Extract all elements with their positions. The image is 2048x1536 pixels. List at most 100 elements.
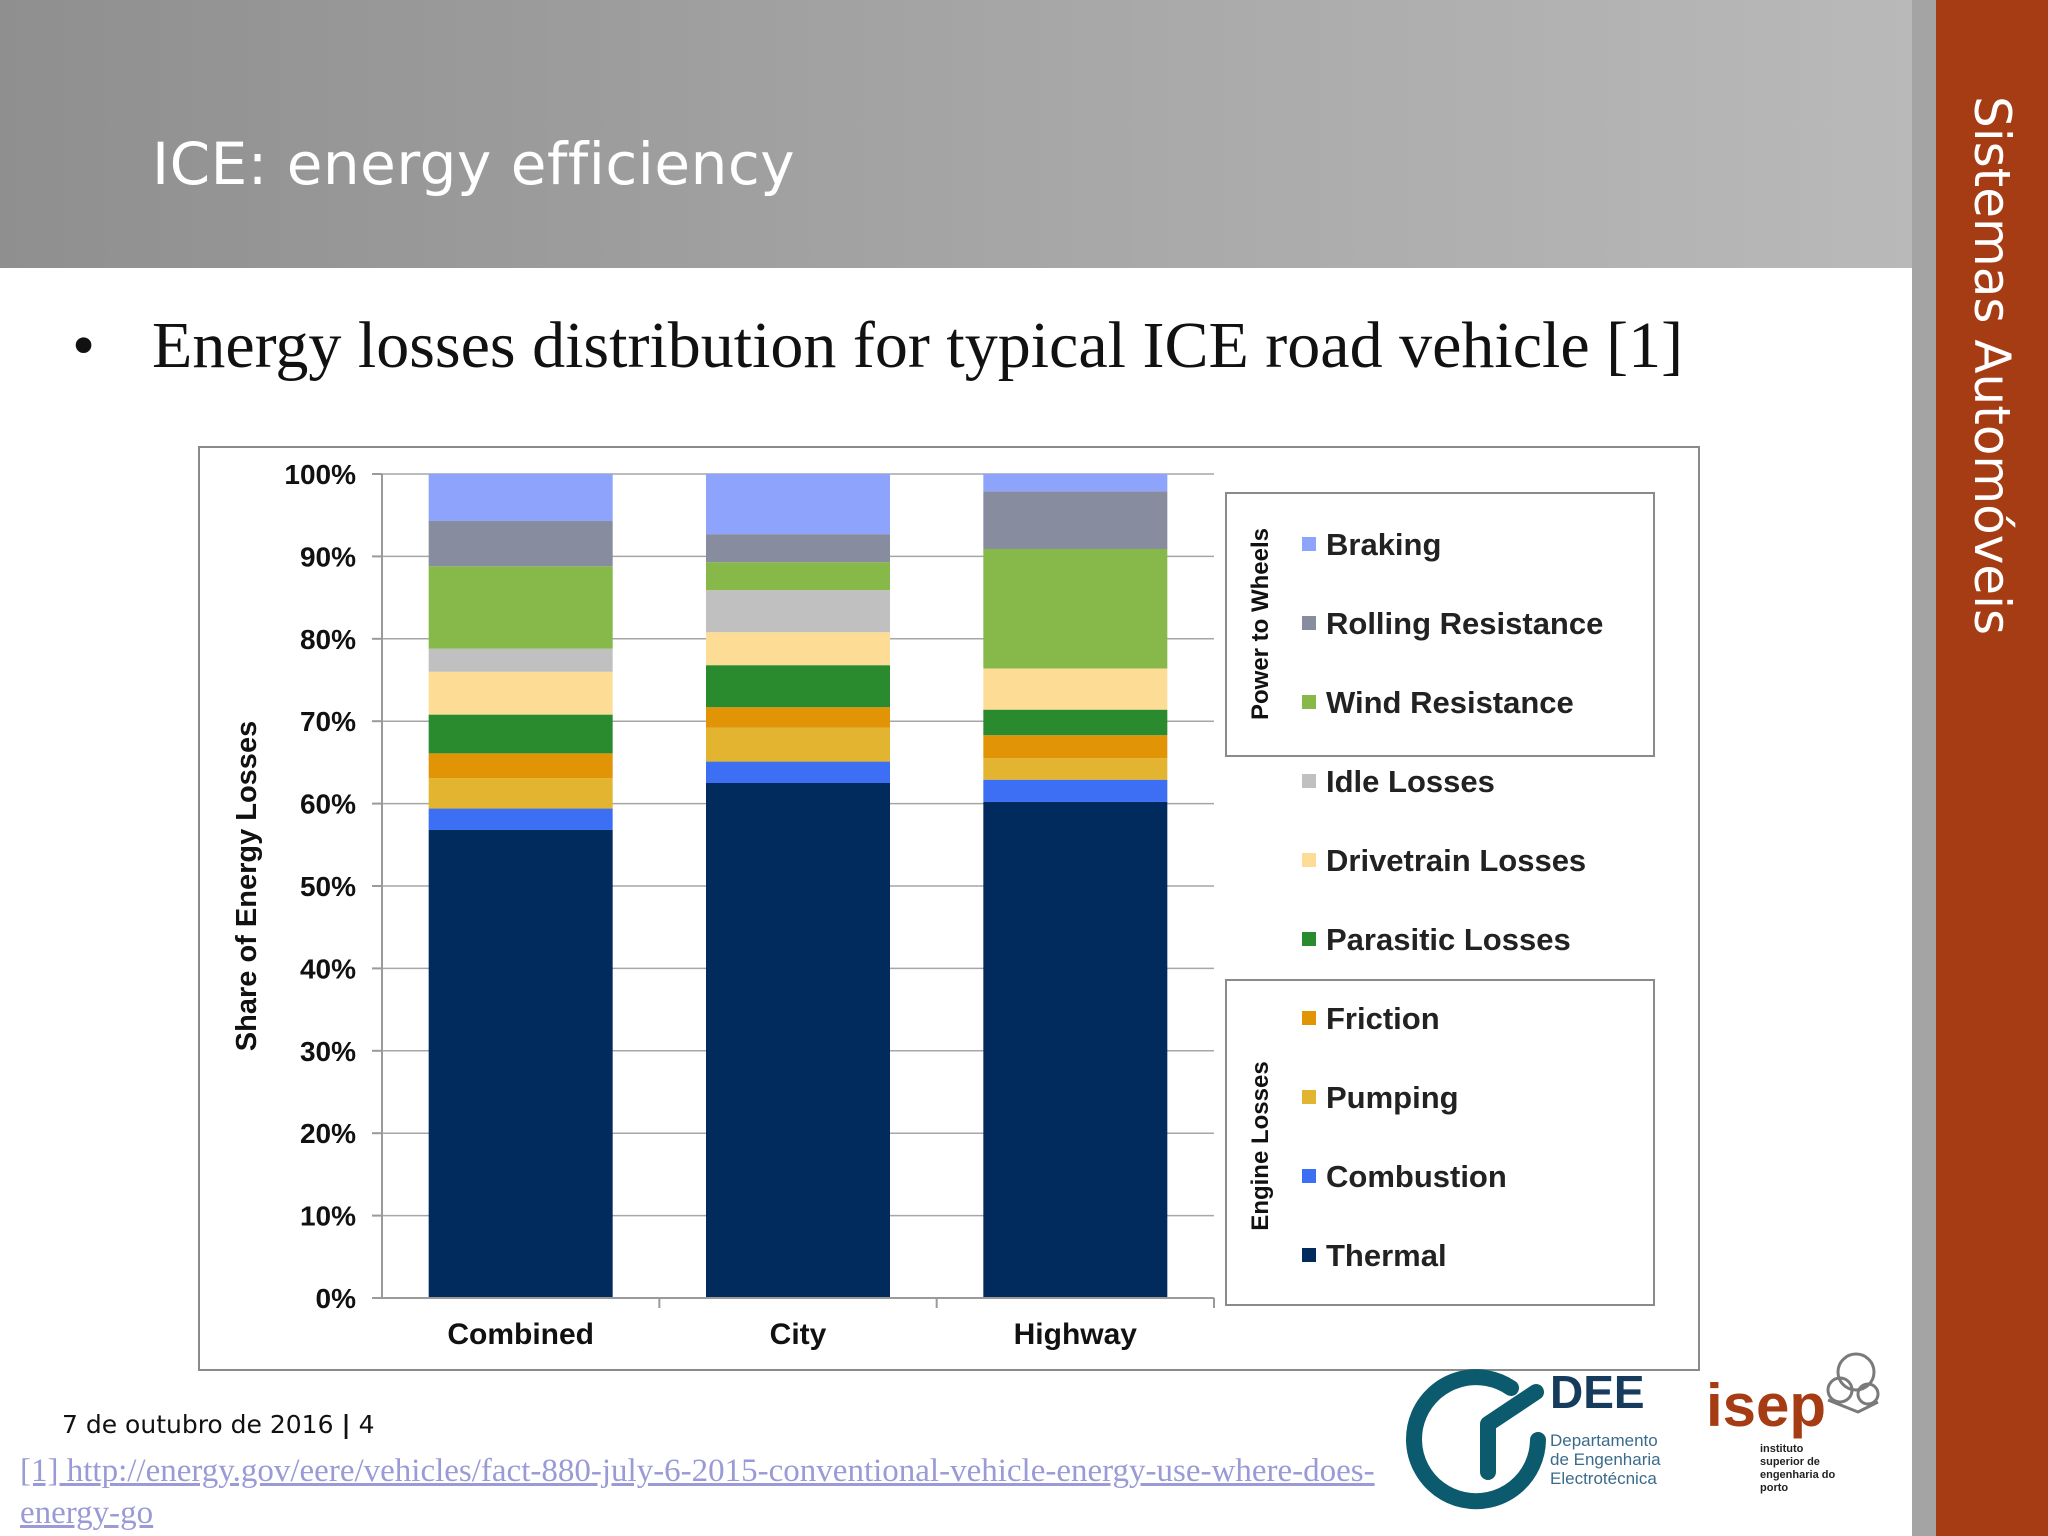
isep-name: isep <box>1706 1372 1826 1439</box>
slide-header: ICE: energy efficiency <box>0 0 1912 268</box>
bar-highway-combustion <box>983 779 1168 802</box>
legend-group-label-power: Power to Wheels <box>1247 528 1274 720</box>
isep-line-3: engenharia do <box>1760 1469 1835 1481</box>
bar-combined-pumping <box>428 778 613 809</box>
isep-line-1: instituto <box>1760 1443 1804 1455</box>
legend-group-box-power <box>1225 492 1655 757</box>
legend-label-pumping: Pumping <box>1326 1080 1459 1115</box>
legend-swatch-drivetrain-losses <box>1302 853 1316 867</box>
legend-swatch-rolling-resistance <box>1302 616 1316 630</box>
reference-link[interactable]: [1] http://energy.gov/eere/vehicles/fact… <box>20 1453 1375 1531</box>
page-number: 4 <box>358 1410 375 1439</box>
bar-city-rolling-resistance <box>706 534 890 563</box>
bar-city-pumping <box>706 727 890 762</box>
slide-title: ICE: energy efficiency <box>152 130 796 198</box>
legend-label-idle-losses: Idle Losses <box>1326 764 1495 799</box>
bullet-text: Energy losses distribution for typical I… <box>152 309 1684 382</box>
bar-highway-rolling-resistance <box>983 491 1168 549</box>
y-tick-label: 80% <box>300 624 356 655</box>
legend-items: Braking Rolling Resistance Wind Resistance… <box>1302 527 1603 1273</box>
logos: DEE Departamento de Engenharia Electroté… <box>1388 1340 1908 1530</box>
bar-city-idle-losses <box>706 590 890 633</box>
legend-swatch-wind-resistance <box>1302 695 1316 709</box>
energy-losses-chart: 0% 10% 20% 30% 40% 50% 60% 70% 80% 90% 100% Combin… <box>198 446 1700 1371</box>
legend-label-braking: Braking <box>1326 527 1441 562</box>
legend-swatch-idle-losses <box>1302 774 1316 788</box>
bar-combined-drivetrain-losses <box>428 671 613 715</box>
x-tick-labels: Combined City Highway <box>447 1298 1215 1351</box>
y-tick-label: 70% <box>300 706 356 737</box>
y-axis-label: Share of Energy Losses <box>231 721 263 1051</box>
y-tick-label: 100% <box>284 459 356 490</box>
bar-city-thermal <box>706 783 890 1298</box>
x-tick-label-city: City <box>770 1318 827 1351</box>
legend-swatch-friction <box>1302 1011 1316 1025</box>
x-tick-label-highway: Highway <box>1014 1318 1138 1351</box>
footer-date: 7 de outubro de 2016 <box>62 1410 334 1439</box>
legend-group-label-engine: Engine Losses <box>1247 1061 1274 1230</box>
y-tick-label: 90% <box>300 541 356 572</box>
y-tick-label: 20% <box>300 1118 356 1149</box>
footer-separator: | <box>341 1410 351 1439</box>
legend-label-wind-resistance: Wind Resistance <box>1326 685 1574 720</box>
y-tick-label: 30% <box>300 1036 356 1067</box>
isep-line-4: porto <box>1760 1482 1788 1494</box>
legend-label-rolling-resistance: Rolling Resistance <box>1326 606 1603 641</box>
bar-combined-wind-resistance <box>428 566 613 649</box>
bar-combined-braking <box>428 474 613 521</box>
y-tick-label: 40% <box>300 953 356 984</box>
bar-combined-friction <box>428 753 613 779</box>
bar-highway-friction <box>983 735 1168 759</box>
dee-logo-icon <box>1406 1369 1546 1510</box>
bar-highway-parasitic-losses <box>983 709 1168 736</box>
dee-name: DEE <box>1550 1366 1645 1418</box>
chart-frame <box>198 446 1700 1371</box>
bar-combined-parasitic-losses <box>428 714 613 754</box>
isep-mascot-icon <box>1826 1352 1880 1414</box>
bar-combined-thermal <box>428 829 613 1298</box>
legend-label-parasitic-losses: Parasitic Losses <box>1326 922 1571 957</box>
y-tick-label: 0% <box>316 1283 357 1314</box>
legend-group-box-engine <box>1225 979 1655 1306</box>
legend: Power to Wheels Engine Losses Braking Rol… <box>1225 492 1655 1306</box>
legend-label-friction: Friction <box>1326 1001 1440 1036</box>
isep-line-2: superior de <box>1760 1456 1820 1468</box>
legend-label-combustion: Combustion <box>1326 1159 1507 1194</box>
legend-swatch-braking <box>1302 537 1316 551</box>
y-tick-label: 60% <box>300 789 356 820</box>
side-divider <box>1912 0 1936 1536</box>
bar-highway-wind-resistance <box>983 548 1168 669</box>
legend-label-thermal: Thermal <box>1326 1238 1447 1273</box>
bar-highway-drivetrain-losses <box>983 668 1168 710</box>
bar-city-combustion <box>706 761 890 783</box>
y-tick-label: 50% <box>300 871 356 902</box>
legend-swatch-combustion <box>1302 1169 1316 1183</box>
legend-swatch-pumping <box>1302 1090 1316 1104</box>
dee-line-2: de Engenharia <box>1550 1450 1661 1469</box>
legend-swatch-parasitic-losses <box>1302 932 1316 946</box>
bars <box>428 474 1168 1298</box>
axes <box>381 474 1214 1299</box>
bar-city-drivetrain-losses <box>706 632 890 666</box>
x-tick-label-combined: Combined <box>447 1318 594 1351</box>
bar-highway-thermal <box>983 801 1168 1298</box>
bar-city-wind-resistance <box>706 562 890 591</box>
dee-line-3: Electrotécnica <box>1550 1469 1657 1488</box>
y-tick-label: 10% <box>300 1201 356 1232</box>
y-tick-labels: 0% 10% 20% 30% 40% 50% 60% 70% 80% 90% 100% <box>284 459 356 1314</box>
bar-highway-braking <box>983 474 1168 492</box>
bar-city-braking <box>706 474 890 535</box>
bar-combined-idle-losses <box>428 648 613 672</box>
dee-line-1: Departamento <box>1550 1431 1658 1450</box>
bar-city-parasitic-losses <box>706 665 890 708</box>
footer-date-row: 7 de outubro de 2016 | 4 <box>62 1410 375 1439</box>
bar-combined-combustion <box>428 808 613 830</box>
legend-label-drivetrain-losses: Drivetrain Losses <box>1326 843 1586 878</box>
bar-city-friction <box>706 707 890 728</box>
bar-combined-rolling-resistance <box>428 520 613 567</box>
side-band <box>1936 0 2048 1536</box>
side-label: Sistemas Automóveis <box>1963 96 2021 636</box>
chart-svg: 0% 10% 20% 30% 40% 50% 60% 70% 80% 90% 100% Combin… <box>198 446 1700 1371</box>
legend-swatch-thermal <box>1302 1248 1316 1262</box>
bullet-icon: • <box>72 309 96 382</box>
